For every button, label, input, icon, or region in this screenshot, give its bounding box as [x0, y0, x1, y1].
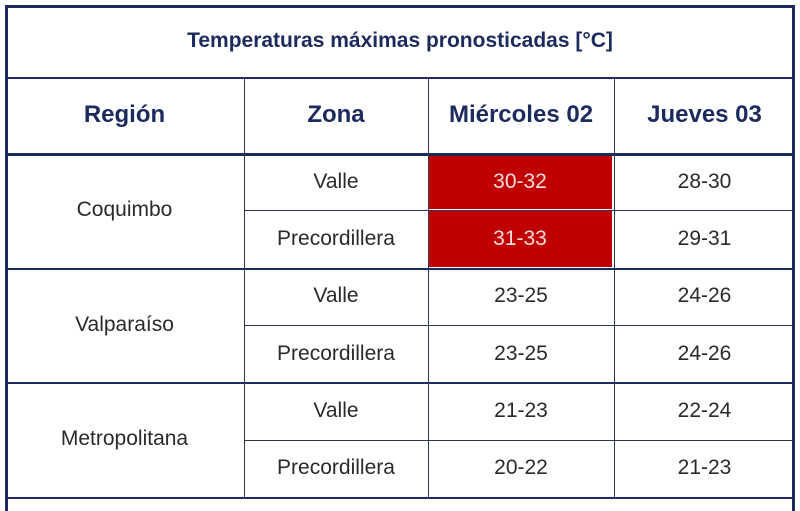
- value-cell: 22-24: [677, 398, 732, 422]
- value-cell: 28-30: [677, 169, 732, 193]
- border: [5, 153, 795, 156]
- column-header: Región: [83, 101, 166, 128]
- value-cell: 21-23: [494, 398, 548, 422]
- border: [244, 324, 795, 326]
- border: [5, 77, 795, 79]
- highlighted-cell: 31-33: [428, 211, 612, 267]
- value-cell: 29-31: [677, 226, 732, 250]
- region-name: Metropolitana: [60, 427, 189, 451]
- border: [5, 267, 795, 270]
- column-header: Zona: [307, 101, 365, 128]
- value-cell: 24-26: [677, 284, 732, 308]
- border: [5, 5, 8, 511]
- zone-name: Precordillera: [277, 226, 395, 250]
- value-cell: 20-22: [494, 456, 548, 480]
- zone-name: Precordillera: [277, 456, 395, 480]
- region-name: Valparaíso: [75, 312, 174, 336]
- border: [244, 210, 795, 212]
- value-cell: 23-25: [494, 284, 548, 308]
- border: [244, 77, 245, 497]
- border: [792, 5, 795, 511]
- border: [244, 439, 795, 441]
- border: [5, 382, 795, 385]
- region-name: Coquimbo: [76, 198, 173, 222]
- zone-name: Precordillera: [277, 341, 395, 365]
- border: [5, 5, 795, 8]
- value-cell: 24-26: [677, 341, 732, 365]
- value-cell: 21-23: [677, 456, 732, 480]
- column-header: Miércoles 02: [448, 101, 594, 128]
- value-cell: 23-25: [494, 341, 548, 365]
- zone-name: Valle: [313, 284, 359, 308]
- column-header: Jueves 03: [647, 101, 762, 128]
- zone-name: Valle: [313, 398, 359, 422]
- border: [428, 77, 429, 497]
- highlighted-cell: 30-32: [428, 154, 612, 210]
- table-title: Temperaturas máximas pronosticadas [°C]: [187, 29, 613, 52]
- border: [5, 496, 795, 499]
- zone-name: Valle: [313, 169, 359, 193]
- border: [614, 77, 615, 497]
